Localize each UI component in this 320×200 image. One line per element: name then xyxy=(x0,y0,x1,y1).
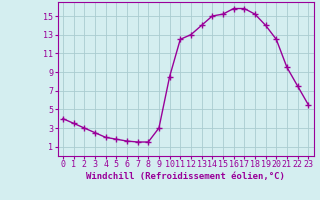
X-axis label: Windchill (Refroidissement éolien,°C): Windchill (Refroidissement éolien,°C) xyxy=(86,172,285,181)
